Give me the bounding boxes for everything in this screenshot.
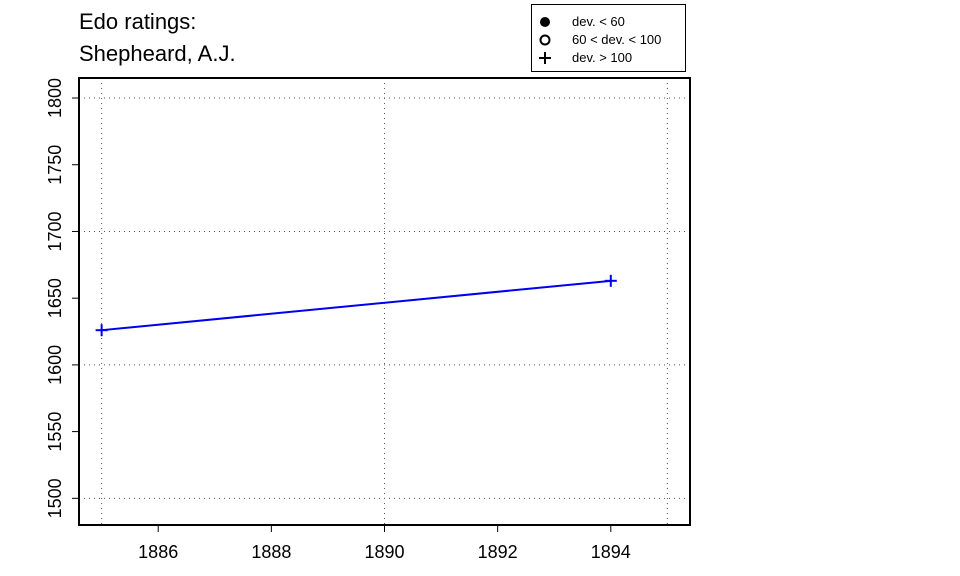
y-tick-label: 1800 (45, 78, 65, 118)
filled-circle-icon (540, 17, 550, 27)
legend-label: dev. > 100 (572, 50, 633, 65)
x-tick-label: 1886 (138, 542, 178, 562)
legend: dev. < 60 60 < dev. < 100 dev. > 100 (531, 4, 686, 72)
chart-title: Edo ratings: Shepheard, A.J. (79, 6, 236, 70)
x-tick-label: 1892 (478, 542, 518, 562)
plot-frame (78, 77, 691, 526)
chart-title-line-1: Edo ratings: (79, 9, 197, 34)
open-circle-icon (539, 34, 551, 46)
y-tick-label: 1700 (45, 211, 65, 251)
x-tick-label: 1888 (251, 542, 291, 562)
x-tick-label: 1890 (364, 542, 404, 562)
grid (79, 78, 690, 525)
legend-item-dev-under-60: dev. < 60 (532, 13, 685, 31)
legend-label: 60 < dev. < 100 (572, 32, 662, 47)
y-tick-label: 1750 (45, 145, 65, 185)
x-tick-label: 1894 (591, 542, 631, 562)
y-tick-label: 1500 (45, 478, 65, 518)
legend-item-dev-60-100: 60 < dev. < 100 (532, 31, 685, 49)
axes: 1886 1888 1890 1892 1894 1500 1550 1600 1650 1700… (45, 78, 631, 562)
data-point-plus-marker (604, 274, 617, 287)
y-tick-label: 1650 (45, 278, 65, 318)
chart-title-line-2: Shepheard, A.J. (79, 41, 236, 66)
series-line (101, 279, 611, 332)
legend-item-dev-over-100: dev. > 100 (532, 49, 685, 67)
legend-label: dev. < 60 (572, 14, 625, 29)
series (95, 274, 617, 337)
y-tick-label: 1550 (45, 412, 65, 452)
plus-icon (539, 52, 551, 64)
y-tick-label: 1600 (45, 345, 65, 385)
data-point-plus-marker (95, 324, 108, 337)
